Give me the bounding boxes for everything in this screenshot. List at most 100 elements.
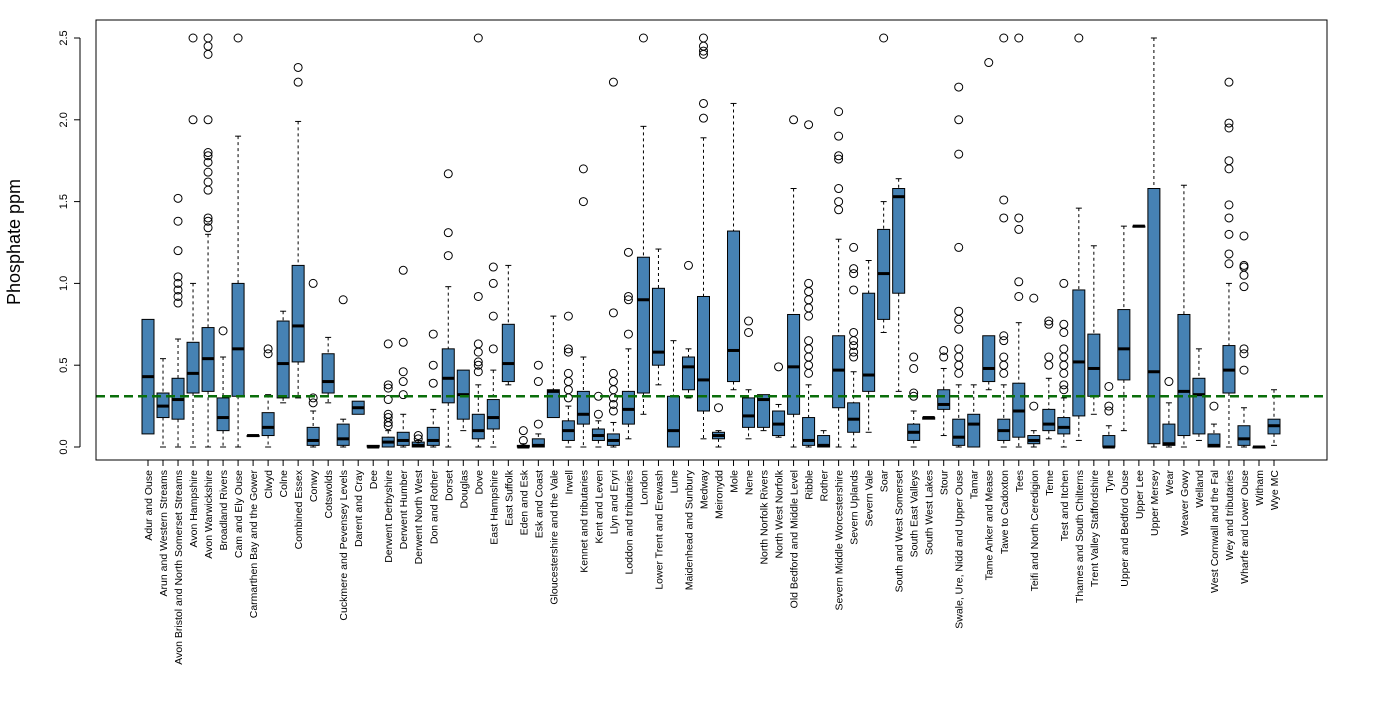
outlier-point	[1224, 156, 1234, 166]
outlier-point	[804, 352, 814, 362]
outlier-point	[1059, 278, 1069, 288]
box-45	[802, 120, 816, 448]
outlier-point	[954, 352, 964, 362]
outlier-point	[1044, 352, 1054, 362]
box-57	[982, 58, 996, 391]
x-tick-group: Test and Itchen	[1059, 470, 1071, 541]
x-tick-label: East Hampshire	[488, 470, 500, 545]
x-tick-label: South and West Somerset	[894, 470, 906, 592]
box-60	[1027, 293, 1041, 448]
box-68	[1147, 37, 1161, 448]
iqr-box	[1192, 377, 1206, 435]
outlier-point	[173, 216, 183, 226]
y-tick-group: 0.5	[58, 358, 70, 373]
x-tick-group: Wharfe and Lower Ouse	[1239, 470, 1251, 584]
x-tick-group: East Hampshire	[488, 470, 500, 545]
x-tick-label: Derwent North West	[413, 470, 425, 564]
x-tick-label: Upper Lee	[1134, 470, 1146, 519]
outlier-point	[1014, 291, 1024, 301]
outlier-point	[834, 131, 844, 141]
outlier-point	[383, 339, 393, 349]
x-tick-group: Tame Anker and Mease	[984, 470, 996, 580]
x-tick-group: Tamar	[969, 470, 981, 500]
iqr-box	[426, 426, 440, 446]
outlier-point	[383, 383, 393, 393]
x-tick-label: Kent and Leven	[593, 470, 605, 544]
box-46	[817, 430, 831, 448]
outlier-point	[263, 349, 273, 359]
box-14	[336, 295, 350, 448]
box-6	[216, 326, 230, 448]
iqr-box	[231, 282, 245, 397]
iqr-box	[1147, 188, 1161, 445]
outlier-point	[1239, 349, 1249, 359]
x-tick-label: Avon Warwickshire	[203, 470, 215, 559]
x-tick-group: Combined Essex	[293, 469, 305, 549]
x-tick-label: Avon Bristol and North Somerset Streams	[173, 470, 185, 665]
outlier-point	[909, 352, 919, 362]
box-63	[1072, 33, 1086, 441]
outlier-point	[578, 164, 588, 174]
outlier-point	[999, 336, 1009, 346]
outlier-point	[203, 213, 213, 223]
outlier-point	[954, 242, 964, 252]
outlier-point	[1239, 260, 1249, 270]
outlier-point	[383, 380, 393, 390]
x-tick-group: Weaver Gowy	[1179, 469, 1191, 535]
outlier-point	[563, 368, 573, 378]
x-tick-group: Conwy	[308, 469, 320, 502]
outlier-point	[413, 434, 423, 444]
outlier-point	[834, 151, 844, 161]
outlier-point	[698, 113, 708, 123]
x-tick-group: Derwent North West	[413, 470, 425, 564]
box-21	[441, 169, 455, 448]
outlier-point	[789, 115, 799, 125]
outlier-point	[999, 360, 1009, 370]
x-tick-label: Esk and Coast	[533, 470, 545, 538]
outlier-point	[1224, 118, 1234, 128]
x-tick-label: Trent Valley Staffordshire	[1089, 470, 1101, 587]
x-tick-label: Meironydd	[714, 470, 726, 519]
outlier-point	[473, 360, 483, 370]
outlier-point	[954, 82, 964, 92]
x-tick-group: Don and Rother	[428, 470, 440, 545]
iqr-box	[396, 431, 410, 446]
x-tick-group: Dove	[473, 470, 485, 495]
x-tick-label: Llyn and Eryri	[608, 470, 620, 534]
outlier-point	[563, 311, 573, 321]
x-tick-group: Gloucestershire and the Vale	[548, 470, 560, 605]
x-tick-group: Upper Lee	[1134, 470, 1146, 519]
x-tick-label: Tawe to Cadoxton	[999, 470, 1011, 554]
x-tick-label: Clwyd	[263, 470, 275, 499]
box-32	[606, 77, 620, 448]
box-75	[1252, 445, 1266, 449]
outlier-point	[428, 329, 438, 339]
iqr-box	[1177, 313, 1191, 437]
box-34	[636, 33, 650, 415]
iqr-box	[501, 323, 515, 383]
outlier-point	[518, 426, 528, 436]
outlier-point	[473, 347, 483, 357]
outlier-point	[1224, 164, 1234, 174]
box-25	[501, 264, 515, 386]
box-24	[486, 262, 500, 448]
outlier-point	[578, 197, 588, 207]
x-tick-group: Avon Bristol and North Somerset Streams	[173, 470, 185, 665]
iqr-box	[186, 341, 200, 394]
outlier-point	[683, 260, 693, 270]
box-30	[576, 164, 590, 448]
x-tick-label: Medway	[698, 469, 710, 509]
x-tick-group: Wye MC	[1269, 470, 1281, 511]
x-tick-label: Dee	[368, 470, 380, 489]
outlier-point	[879, 33, 889, 43]
x-tick-label: Nene	[744, 470, 756, 495]
box-18	[396, 265, 410, 448]
x-tick-group: Nene	[744, 470, 756, 495]
outlier-point	[1239, 270, 1249, 280]
outlier-point	[744, 316, 754, 326]
outlier-point	[203, 49, 213, 59]
iqr-box	[696, 295, 710, 412]
outlier-point	[804, 303, 814, 313]
outlier-point	[533, 419, 543, 429]
iqr-box	[651, 287, 665, 366]
